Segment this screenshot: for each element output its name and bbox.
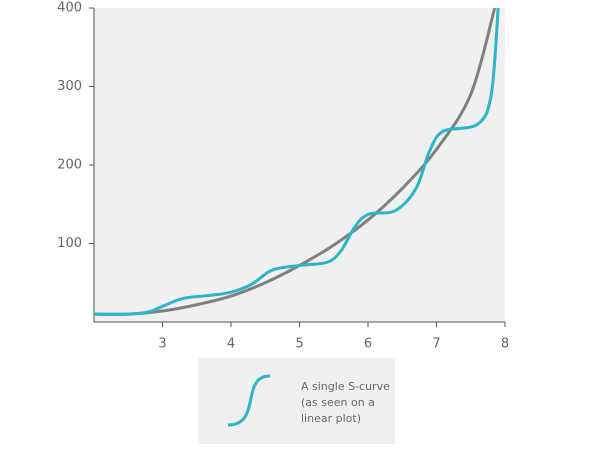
x-tick-label: 4	[227, 337, 235, 352]
y-tick-label: 100	[57, 236, 82, 251]
x-tick-label: 5	[295, 337, 303, 352]
x-tick-label: 8	[501, 337, 509, 352]
x-tick-label: 3	[158, 337, 166, 352]
y-tick-label: 200	[57, 158, 82, 173]
y-tick-label: 400	[57, 1, 82, 16]
legend-label: (as seen on a	[301, 396, 375, 409]
y-tick-label: 300	[57, 79, 82, 94]
plot-area	[94, 8, 505, 322]
legend-swatch	[227, 374, 271, 427]
x-tick-label: 7	[432, 337, 440, 352]
legend-label: linear plot)	[301, 412, 361, 425]
line-series	[93, 7, 500, 316]
legend: A single S-curve (as seen on a linear plot…	[227, 374, 390, 427]
legend-box	[198, 358, 395, 444]
x-tick-label: 6	[364, 337, 372, 352]
legend-label: A single S-curve	[301, 380, 390, 393]
